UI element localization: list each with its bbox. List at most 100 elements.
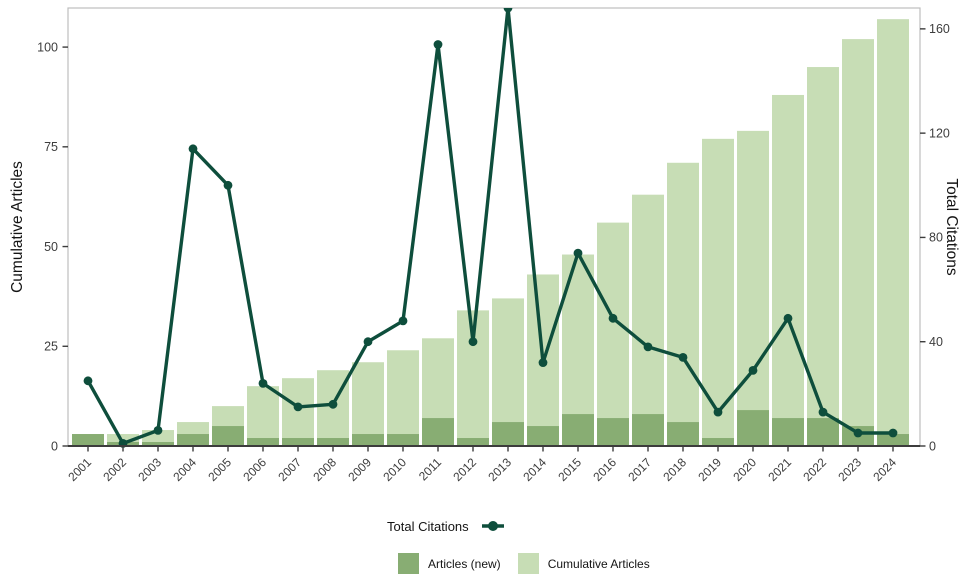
bar-cumulative-articles	[597, 222, 629, 446]
right-axis-title: Total Citations	[943, 178, 960, 276]
x-tick-label: 2004	[170, 455, 199, 484]
left-tick-label: 0	[51, 439, 58, 453]
citations-line-layer	[83, 8, 898, 448]
x-tick-label: 2006	[240, 455, 269, 484]
legend-total-citations-label: Total Citations	[387, 518, 469, 534]
bar-cumulative-articles	[877, 19, 909, 446]
bar-articles-new	[457, 438, 489, 446]
bar-cumulative-articles	[282, 378, 314, 446]
x-tick-label: 2011	[416, 455, 444, 483]
bar-cumulative-articles	[737, 130, 769, 446]
x-tick-label: 2018	[660, 455, 689, 484]
legend-articles-new-label: Articles (new)	[428, 556, 501, 571]
bar-articles-new	[212, 426, 244, 446]
bar-cumulative-articles	[632, 194, 664, 446]
bar-articles-new	[72, 434, 104, 446]
citations-point	[468, 337, 478, 347]
citations-point	[328, 399, 338, 409]
bar-articles-new	[737, 410, 769, 446]
bar-articles-new	[247, 438, 279, 446]
bar-cumulative-articles	[772, 94, 804, 447]
x-tick-label: 2021	[765, 455, 794, 484]
left-axis-title: Cumulative Articles	[9, 161, 26, 293]
x-tick-label: 2005	[205, 455, 234, 484]
legend-cumulative-articles-label: Cumulative Articles	[547, 556, 650, 571]
bar-articles-new	[562, 414, 594, 446]
x-tick-label: 2013	[485, 455, 514, 484]
x-tick-label: 2001	[65, 455, 94, 484]
citations-point	[573, 248, 583, 258]
bar-articles-new	[387, 434, 419, 446]
left-tick-label: 50	[44, 240, 58, 254]
right-tick-label: 0	[929, 439, 936, 453]
citations-point	[258, 379, 268, 388]
bar-articles-new	[177, 434, 209, 446]
bar-articles-new	[597, 418, 629, 446]
bar-cumulative-articles	[492, 298, 524, 446]
citations-point	[818, 407, 828, 417]
bar-articles-new	[702, 438, 734, 446]
citations-point	[363, 337, 373, 347]
x-tick-label: 2020	[730, 455, 759, 484]
bar-articles-new	[492, 422, 524, 446]
citations-point	[83, 376, 93, 386]
bar-articles-new	[282, 438, 314, 446]
citations-point	[538, 358, 548, 367]
bar-articles-new	[632, 414, 664, 446]
legend-articles: Articles (new) Cumulative Articles	[398, 553, 650, 574]
legend-swatch-articles-new	[398, 553, 419, 574]
x-tick-label: 2002	[100, 455, 129, 484]
citations-point	[153, 426, 163, 435]
bar-articles-new	[142, 442, 174, 446]
left-tick-label: 25	[44, 340, 58, 354]
bar-cumulative-articles	[667, 162, 699, 447]
bar-articles-new	[527, 426, 559, 446]
legend-swatch-cumulative-articles	[517, 553, 539, 574]
bar-articles-new	[422, 418, 454, 446]
citations-point	[433, 40, 443, 49]
bar-cumulative-articles	[352, 362, 384, 446]
citations-point	[678, 353, 688, 362]
x-tick-label: 2022	[800, 455, 829, 484]
x-tick-label: 2019	[695, 455, 724, 484]
x-tick-label: 2014	[520, 455, 549, 484]
citations-point	[748, 366, 758, 375]
citations-point	[783, 313, 793, 323]
bar-cumulative-articles	[807, 67, 839, 446]
bar-cumulative-articles	[387, 350, 419, 446]
citations-point	[223, 180, 233, 190]
bar-cumulative-articles	[247, 386, 279, 446]
bar-articles-new	[772, 418, 804, 446]
x-tick-label: 2016	[590, 455, 619, 484]
bar-articles-new	[352, 434, 384, 446]
citations-point	[608, 313, 618, 323]
x-tick-label: 2007	[275, 455, 304, 484]
right-tick-label: 40	[929, 335, 943, 349]
citations-point	[643, 342, 653, 352]
citations-line	[86, 8, 895, 446]
left-tick-label: 75	[44, 140, 58, 154]
citations-point	[188, 144, 198, 154]
x-tick-label: 2012	[450, 455, 479, 484]
x-tick-label: 2017	[625, 455, 654, 484]
right-tick-label: 160	[929, 22, 950, 36]
right-tick-label: 80	[929, 231, 943, 245]
citations-point	[398, 316, 408, 326]
left-tick-label: 100	[37, 40, 58, 54]
bar-articles-new	[667, 422, 699, 446]
x-tick-label: 2015	[555, 455, 584, 484]
right-tick-label: 120	[929, 126, 950, 140]
x-tick-label: 2008	[310, 455, 339, 484]
x-tick-label: 2023	[835, 455, 864, 484]
citations-point	[853, 428, 863, 438]
bar-cumulative-articles	[842, 39, 874, 447]
x-tick-label: 2024	[870, 455, 899, 484]
x-tick-label: 2003	[135, 455, 164, 484]
citations-point	[888, 428, 898, 438]
bar-articles-new	[807, 418, 839, 446]
legend-total-citations: Total Citations	[387, 518, 505, 534]
citations-point	[503, 8, 513, 13]
line-with-dot-icon	[481, 521, 504, 531]
